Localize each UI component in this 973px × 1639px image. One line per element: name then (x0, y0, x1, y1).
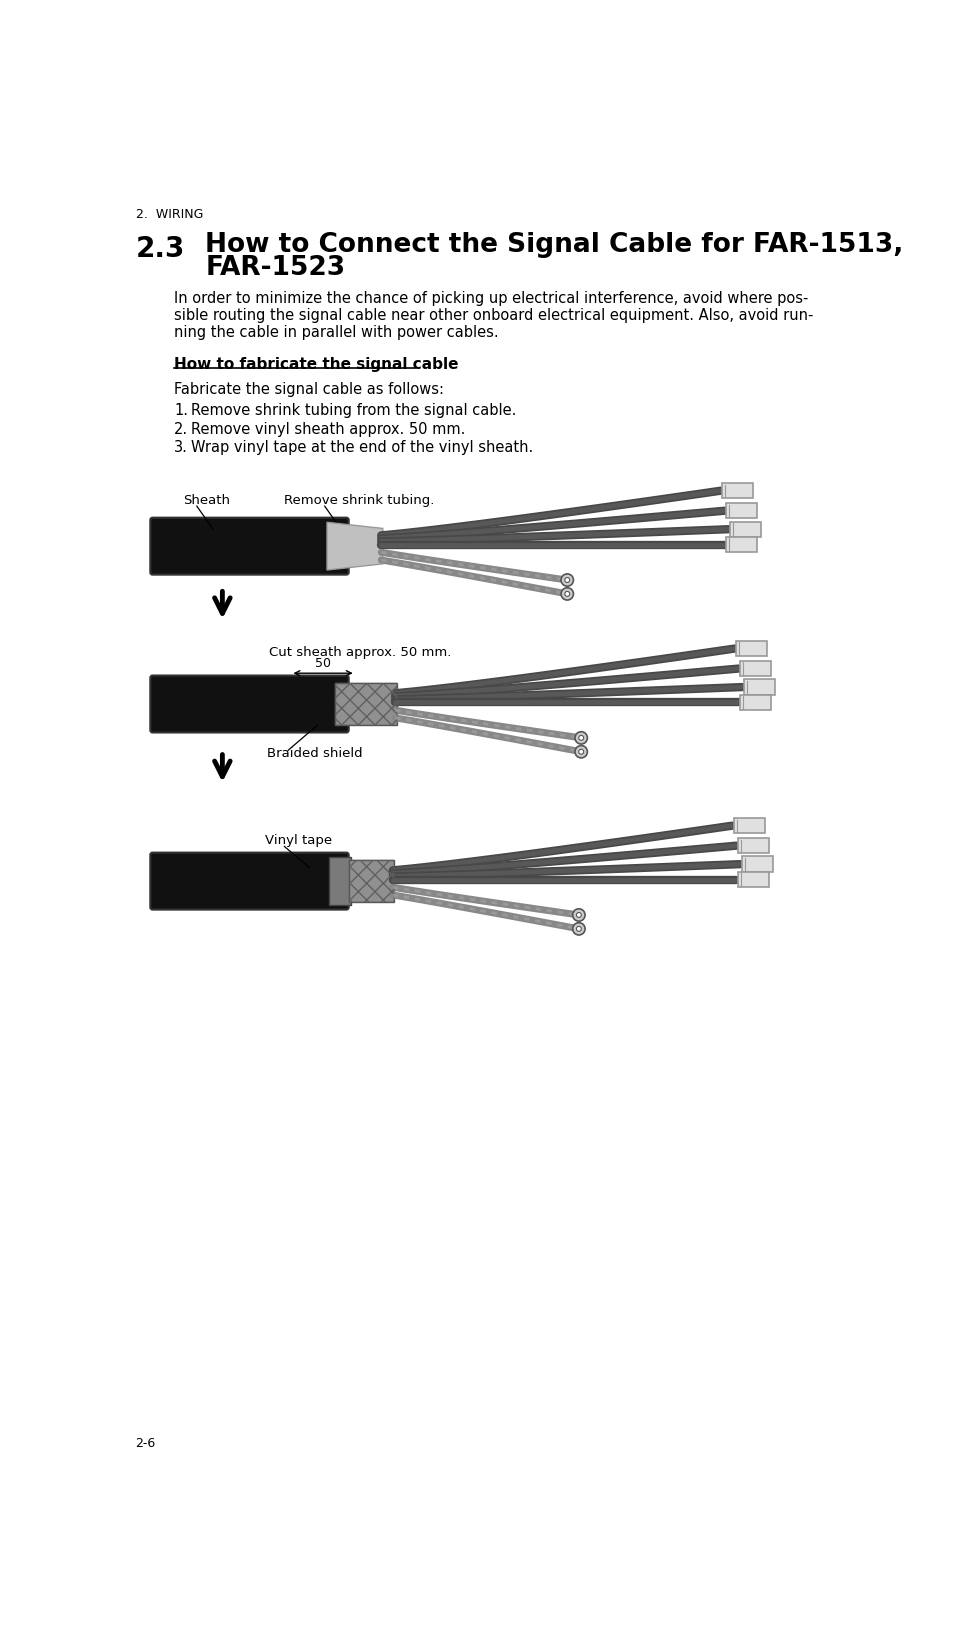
Circle shape (561, 588, 573, 600)
Text: 2.: 2. (174, 421, 189, 436)
Text: 2-6: 2-6 (135, 1436, 156, 1449)
Bar (730, 523, 761, 538)
Circle shape (564, 579, 570, 583)
Bar (335, 683, 397, 726)
Bar (329, 857, 351, 905)
Text: 2.3: 2.3 (135, 234, 185, 264)
Bar (744, 680, 775, 695)
Text: Wrap vinyl tape at the end of the vinyl sheath.: Wrap vinyl tape at the end of the vinyl … (192, 439, 533, 456)
Bar (726, 538, 757, 552)
Text: 50: 50 (315, 656, 331, 669)
Text: Vinyl tape: Vinyl tape (265, 834, 332, 847)
Text: In order to minimize the chance of picking up electrical interference, avoid whe: In order to minimize the chance of picki… (174, 290, 809, 305)
Text: 3.: 3. (174, 439, 188, 456)
Bar (738, 872, 769, 888)
Text: How to fabricate the signal cable: How to fabricate the signal cable (174, 357, 459, 372)
Bar (740, 695, 771, 711)
Bar (349, 860, 394, 903)
Text: How to Connect the Signal Cable for FAR-1513,: How to Connect the Signal Cable for FAR-… (205, 233, 904, 257)
Text: 2.  WIRING: 2. WIRING (135, 208, 203, 220)
Bar (734, 818, 765, 834)
Circle shape (573, 910, 585, 921)
Circle shape (573, 923, 585, 936)
Circle shape (564, 592, 570, 597)
Text: 1.: 1. (174, 403, 189, 418)
Text: sible routing the signal cable near other onboard electrical equipment. Also, av: sible routing the signal cable near othe… (174, 308, 813, 323)
Text: Remove shrink tubing.: Remove shrink tubing. (284, 493, 435, 506)
Circle shape (579, 749, 584, 754)
Bar (726, 503, 757, 520)
Text: Fabricate the signal cable as follows:: Fabricate the signal cable as follows: (174, 382, 445, 397)
Bar (738, 839, 769, 854)
Bar (737, 641, 767, 657)
Circle shape (561, 575, 573, 587)
FancyBboxPatch shape (150, 677, 348, 733)
Bar (741, 857, 773, 872)
Circle shape (576, 926, 581, 931)
FancyBboxPatch shape (150, 852, 348, 910)
Text: ning the cable in parallel with power cables.: ning the cable in parallel with power ca… (174, 325, 499, 339)
Circle shape (576, 913, 581, 918)
Text: Cut sheath approx. 50 mm.: Cut sheath approx. 50 mm. (269, 646, 451, 659)
Text: Remove vinyl sheath approx. 50 mm.: Remove vinyl sheath approx. 50 mm. (192, 421, 466, 436)
Text: Sheath: Sheath (184, 493, 231, 506)
Bar (335, 683, 397, 726)
FancyBboxPatch shape (150, 518, 348, 575)
Bar (722, 484, 753, 500)
Bar (740, 662, 771, 677)
Text: Braided shield: Braided shield (268, 747, 363, 760)
Text: FAR-1523: FAR-1523 (205, 256, 345, 282)
Text: Remove shrink tubing from the signal cable.: Remove shrink tubing from the signal cab… (192, 403, 517, 418)
Bar (349, 860, 394, 903)
Polygon shape (327, 523, 382, 570)
Circle shape (575, 746, 588, 759)
Circle shape (579, 736, 584, 741)
Circle shape (575, 733, 588, 744)
